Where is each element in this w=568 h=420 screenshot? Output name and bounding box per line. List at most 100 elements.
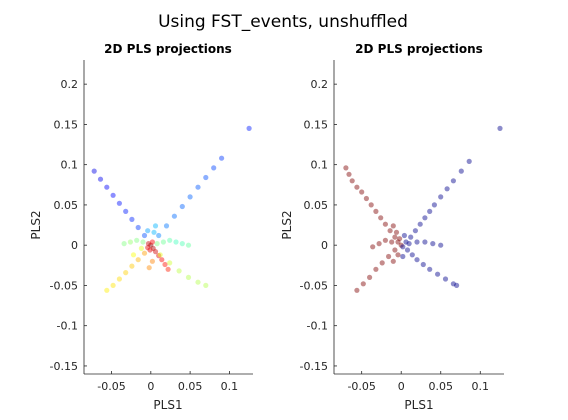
scatter-point	[167, 260, 173, 266]
y-tick-label: 0	[321, 239, 328, 252]
scatter-point	[195, 279, 201, 285]
left-scatter-panel: 2D PLS projections -0.05 0 0.05 0.1 -0.15 -0.…	[29, 42, 253, 412]
y-tick-label: -0.1	[307, 320, 328, 333]
scatter-point	[400, 244, 406, 250]
scatter-point	[203, 174, 209, 181]
scatter-point	[427, 266, 433, 272]
scatter-point	[389, 239, 395, 245]
scatter-point	[154, 241, 160, 247]
y-tick-label: -0.15	[50, 360, 78, 373]
scatter-point	[414, 257, 420, 263]
scatter-point	[219, 155, 225, 161]
scatter-point	[390, 258, 396, 264]
scatter-point	[354, 287, 360, 293]
scatter-point	[392, 247, 398, 253]
scatter-point	[373, 266, 379, 272]
scatter-point	[438, 242, 444, 248]
scatter-point	[363, 195, 369, 202]
scatter-point	[150, 245, 156, 251]
left-panel-ylabel: PLS2	[29, 210, 43, 239]
scatter-point	[179, 241, 185, 247]
scatter-point	[187, 194, 193, 200]
scatter-point	[406, 241, 412, 247]
scatter-point	[185, 274, 192, 280]
scatter-point	[121, 241, 127, 247]
scatter-point	[157, 252, 163, 258]
scatter-point	[417, 221, 423, 227]
x-tick-label: -0.05	[97, 380, 125, 393]
scatter-point	[179, 203, 185, 210]
scatter-point	[141, 250, 148, 256]
scatter-point	[414, 239, 420, 245]
scatter-point	[378, 215, 384, 221]
scatter-point	[431, 202, 437, 208]
scatter-point	[162, 261, 168, 268]
scatter-point	[346, 171, 352, 177]
y-tick-label: 0.2	[311, 78, 329, 91]
scatter-point	[367, 274, 373, 280]
scatter-point	[412, 228, 418, 234]
scatter-point	[152, 223, 159, 229]
scatter-point	[386, 253, 392, 260]
right-panel-ylabel: PLS2	[280, 210, 294, 239]
scatter-point	[359, 189, 365, 195]
scatter-point	[163, 223, 170, 229]
right-panel-points	[343, 125, 503, 293]
y-tick-label: 0.05	[54, 199, 79, 212]
scatter-point	[370, 244, 376, 250]
y-tick-label: 0.15	[304, 118, 329, 131]
scatter-point	[401, 232, 407, 239]
scatter-point	[185, 242, 192, 248]
scatter-point	[349, 178, 355, 184]
scatter-point	[343, 165, 349, 171]
scatter-point	[373, 208, 379, 214]
scatter-point	[435, 271, 441, 277]
scatter-point	[397, 236, 403, 242]
y-tick-label: 0.1	[311, 159, 329, 172]
scatter-point	[123, 208, 129, 214]
y-tick-label: 0.1	[61, 159, 79, 172]
scatter-point	[427, 208, 433, 214]
scatter-point	[195, 184, 201, 190]
left-panel-title: 2D PLS projections	[104, 42, 232, 56]
scatter-point	[382, 221, 388, 227]
y-tick-label: 0	[71, 239, 78, 252]
scatter-point	[116, 276, 122, 282]
left-panel-axes: -0.05 0 0.05 0.1 -0.15 -0.1 -0.05 0 0.05 0.1 0.15 0…	[50, 60, 253, 393]
scatter-point	[379, 260, 385, 266]
scatter-point	[145, 228, 151, 234]
scatter-point	[430, 241, 436, 247]
scatter-point	[138, 245, 144, 251]
left-panel-xlabel: PLS1	[153, 398, 182, 412]
scatter-point	[104, 184, 110, 190]
scatter-point	[152, 249, 159, 255]
scatter-point	[165, 266, 171, 272]
scatter-point	[135, 257, 141, 263]
scatter-point	[360, 281, 366, 287]
scatter-point	[140, 239, 146, 245]
scatter-point	[156, 253, 162, 259]
scatter-point	[403, 239, 409, 245]
scatter-point	[129, 263, 135, 269]
scatter-point	[387, 228, 393, 234]
scatter-point	[408, 234, 414, 240]
scatter-point	[442, 276, 449, 282]
scatter-point	[404, 247, 411, 253]
scatter-point	[466, 158, 472, 164]
y-tick-label: 0.2	[61, 78, 79, 91]
scatter-point	[159, 257, 165, 263]
scatter-point	[390, 223, 396, 229]
scatter-point	[392, 234, 398, 240]
y-tick-label: 0.05	[304, 199, 329, 212]
scatter-point	[148, 242, 154, 248]
scatter-point	[438, 194, 444, 200]
y-tick-label: -0.1	[57, 320, 78, 333]
scatter-point	[135, 224, 141, 231]
scatter-point	[422, 215, 428, 221]
scatter-point	[141, 232, 148, 239]
y-tick-label: -0.15	[300, 360, 328, 373]
scatter-point	[97, 176, 104, 182]
scatter-point	[450, 281, 456, 287]
scatter-point	[104, 287, 110, 293]
scatter-point	[450, 178, 456, 184]
